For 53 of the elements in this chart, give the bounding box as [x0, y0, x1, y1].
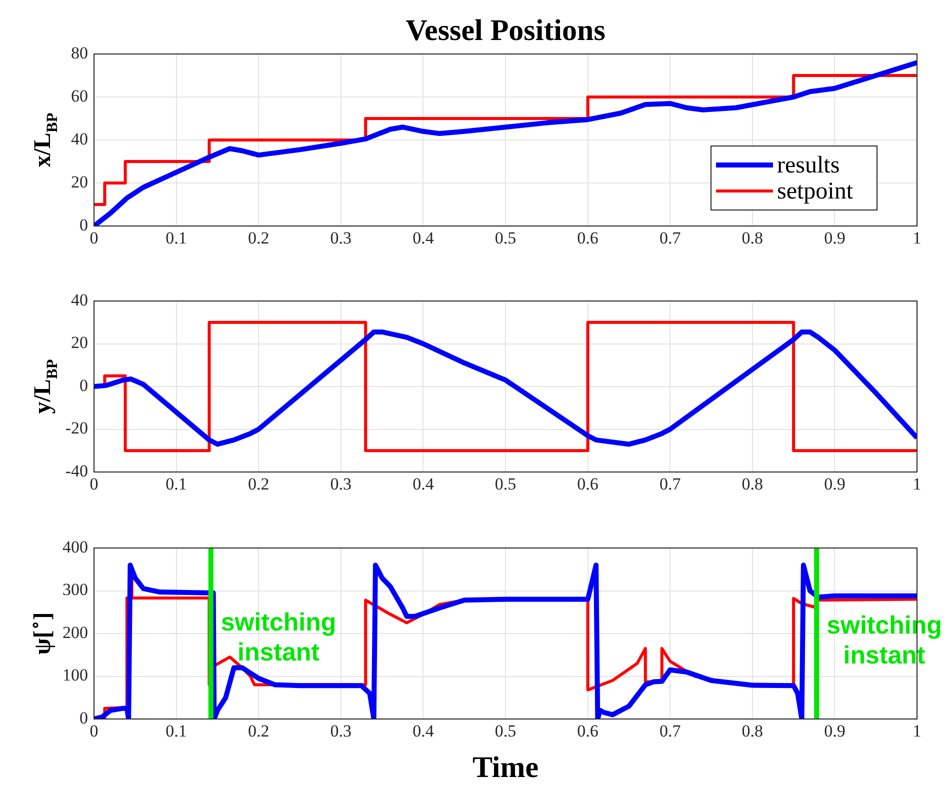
y-tick-label: 0 [80, 708, 88, 728]
y-tick-label: 0 [80, 376, 88, 395]
x-tick-label: 1 [912, 722, 922, 741]
x-tick-label: 1 [912, 474, 922, 494]
x-axis-title: Time [472, 751, 539, 784]
y-tick-label: 400 [62, 537, 88, 556]
x-tick-label: 0.2 [248, 228, 270, 248]
y-tick-label: 40 [71, 129, 88, 148]
x-tick-label: 0.2 [248, 722, 270, 741]
x-tick-label: 0.5 [494, 474, 516, 494]
ref-line-label: switching instant [220, 608, 336, 666]
x-tick-label: 0.6 [577, 474, 598, 494]
x-tick-label: 0.7 [659, 722, 682, 741]
x-tick-label: 0.8 [742, 474, 764, 494]
x-tick-label: 0.1 [166, 228, 187, 248]
x-tick-label: 0.4 [412, 228, 434, 248]
x-tick-label: 0.8 [742, 228, 764, 248]
y-tick-label: 60 [71, 86, 88, 106]
y-tick-label: 100 [62, 666, 88, 685]
legend-label: setpoint [777, 178, 854, 204]
x-tick-label: 0.1 [166, 722, 187, 741]
x-tick-label: 1 [912, 228, 922, 248]
x-tick-label: 0.5 [494, 228, 516, 248]
y-tick-label: 300 [62, 580, 88, 600]
x-tick-label: 0.9 [824, 474, 846, 494]
x-tick-label: 0.8 [742, 722, 764, 741]
x-tick-label: 0.5 [494, 722, 516, 741]
x-tick-label: 0.4 [412, 474, 434, 494]
chart-title: Vessel Positions [406, 14, 606, 47]
x-tick-label: 0.6 [577, 228, 598, 248]
x-tick-label: 0.7 [659, 228, 682, 248]
y-tick-label: 200 [62, 622, 88, 642]
x-tick-label: 0.3 [330, 722, 352, 741]
y-tick-label: 20 [71, 333, 88, 352]
y-axis-title: ψ[∘] [27, 612, 56, 655]
x-tick-label: 0.9 [824, 228, 846, 248]
y-axis-title: y/LBP [30, 358, 62, 414]
x-tick-label: 0.7 [659, 474, 682, 494]
y-tick-label: 80 [71, 43, 88, 62]
y-tick-label: -40 [65, 461, 88, 480]
y-tick-label: 0 [80, 215, 88, 234]
x-tick-label: 0.9 [824, 722, 846, 741]
x-tick-label: 0.4 [412, 722, 434, 741]
y-tick-label: 40 [71, 290, 88, 310]
x-tick-label: 0.3 [330, 474, 352, 494]
legend-label: results [777, 152, 840, 178]
x-tick-label: 0.6 [577, 722, 598, 741]
x-tick-label: 0.2 [248, 474, 270, 494]
y-axis-title: x/LBP [30, 112, 62, 168]
x-tick-label: 0.3 [330, 228, 352, 248]
y-tick-label: 20 [71, 172, 88, 192]
x-tick-label: 0.1 [166, 474, 187, 494]
y-tick-label: -20 [65, 418, 88, 438]
